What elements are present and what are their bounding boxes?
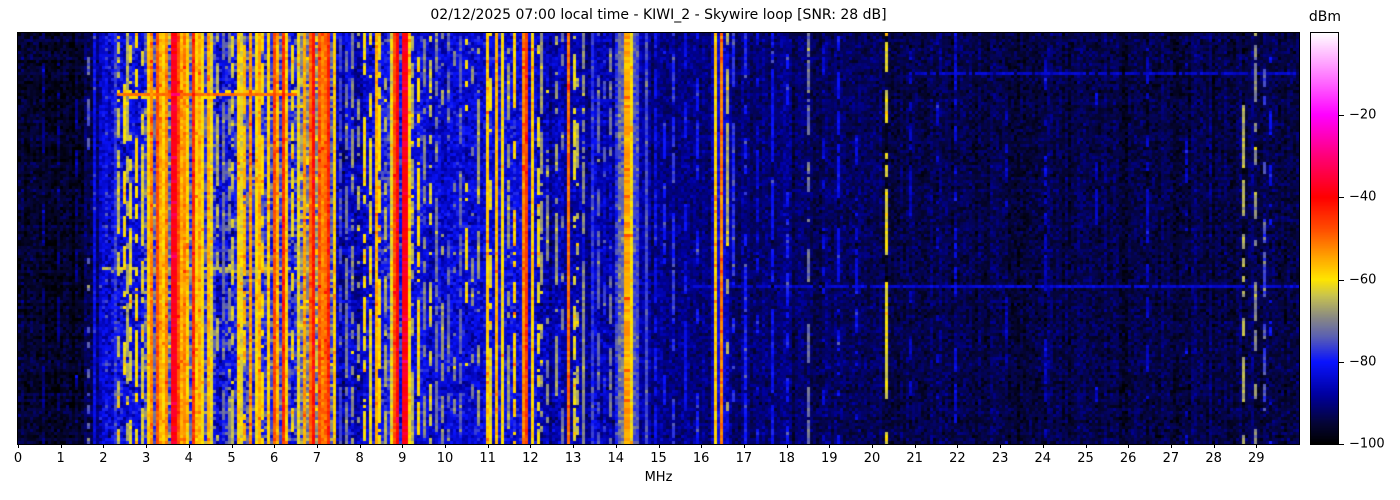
x-tick (1085, 444, 1087, 448)
x-tick (914, 444, 916, 448)
x-tick-label: 7 (312, 451, 322, 466)
x-tick (1000, 444, 1002, 448)
x-tick-label: 5 (227, 451, 236, 466)
colorbar-tick-label: −20 (1349, 107, 1377, 123)
x-tick-label: 25 (1077, 451, 1094, 466)
x-tick-label: 27 (1162, 451, 1180, 466)
x-tick-label: 8 (355, 451, 364, 466)
waterfall-heatmap (18, 33, 1299, 444)
x-tick-label: 15 (650, 451, 667, 466)
x-tick-label: 16 (692, 451, 710, 466)
x-tick-label: 18 (778, 451, 795, 466)
x-tick (316, 444, 318, 448)
colorbar-label: dBm (1308, 9, 1342, 25)
x-tick-label: 23 (991, 451, 1009, 466)
x-tick-label: 13 (564, 451, 582, 466)
plot-title: 02/12/2025 07:00 local time - KIWI_2 - S… (430, 7, 887, 23)
x-tick-label: 10 (436, 451, 454, 466)
colorbar (1310, 32, 1339, 445)
colorbar-tick (1339, 444, 1344, 445)
x-tick-label: 6 (270, 451, 279, 466)
x-tick (487, 444, 489, 448)
x-tick-label: 22 (949, 451, 966, 466)
x-tick-label: 3 (141, 451, 151, 466)
x-tick-label: 0 (13, 451, 23, 466)
x-tick-label: 24 (1034, 451, 1052, 466)
x-tick-label: 12 (522, 451, 539, 466)
x-axis-label: MHz (644, 470, 673, 485)
x-tick (188, 444, 190, 448)
x-tick-label: 19 (821, 451, 838, 466)
x-tick (1042, 444, 1044, 448)
x-tick (786, 444, 788, 448)
x-tick (274, 444, 276, 448)
x-tick-label: 21 (906, 451, 923, 466)
colorbar-tick-label: −80 (1349, 354, 1377, 370)
x-tick (359, 444, 361, 448)
x-tick-label: 2 (99, 451, 108, 466)
colorbar-tick-label: −40 (1349, 189, 1377, 205)
x-tick-label: 17 (735, 451, 753, 466)
x-tick-label: 4 (184, 451, 193, 466)
x-tick (1170, 444, 1172, 448)
x-tick-label: 28 (1205, 451, 1222, 466)
x-tick-label: 1 (56, 451, 65, 466)
colorbar-gradient (1311, 33, 1338, 444)
x-tick (402, 444, 404, 448)
x-tick (18, 444, 19, 448)
x-tick-label: 14 (607, 451, 625, 466)
x-tick (103, 444, 105, 448)
x-tick (60, 444, 62, 448)
x-tick (658, 444, 660, 448)
colorbar-tick (1339, 197, 1344, 199)
x-tick (1256, 444, 1258, 448)
colorbar-tick (1339, 361, 1344, 363)
x-tick (1128, 444, 1130, 448)
x-tick (701, 444, 703, 448)
x-tick-label: 26 (1119, 451, 1137, 466)
colorbar-tick (1339, 115, 1344, 117)
x-tick (1213, 444, 1215, 448)
plot-area (17, 32, 1300, 445)
x-tick-label: 29 (1248, 451, 1265, 466)
colorbar-tick-label: −60 (1349, 272, 1377, 288)
x-tick-label: 9 (398, 451, 407, 466)
x-tick (872, 444, 873, 448)
x-tick (445, 444, 446, 448)
x-tick-label: 11 (479, 451, 496, 466)
x-tick (957, 444, 959, 448)
x-tick (231, 444, 233, 448)
x-tick (573, 444, 575, 448)
x-tick (615, 444, 617, 448)
colorbar-tick-label: −100 (1349, 436, 1385, 452)
colorbar-tick (1339, 279, 1344, 281)
x-tick (530, 444, 532, 448)
x-tick (146, 444, 148, 448)
x-tick (829, 444, 831, 448)
x-tick-label: 20 (863, 451, 881, 466)
x-tick (743, 444, 745, 448)
